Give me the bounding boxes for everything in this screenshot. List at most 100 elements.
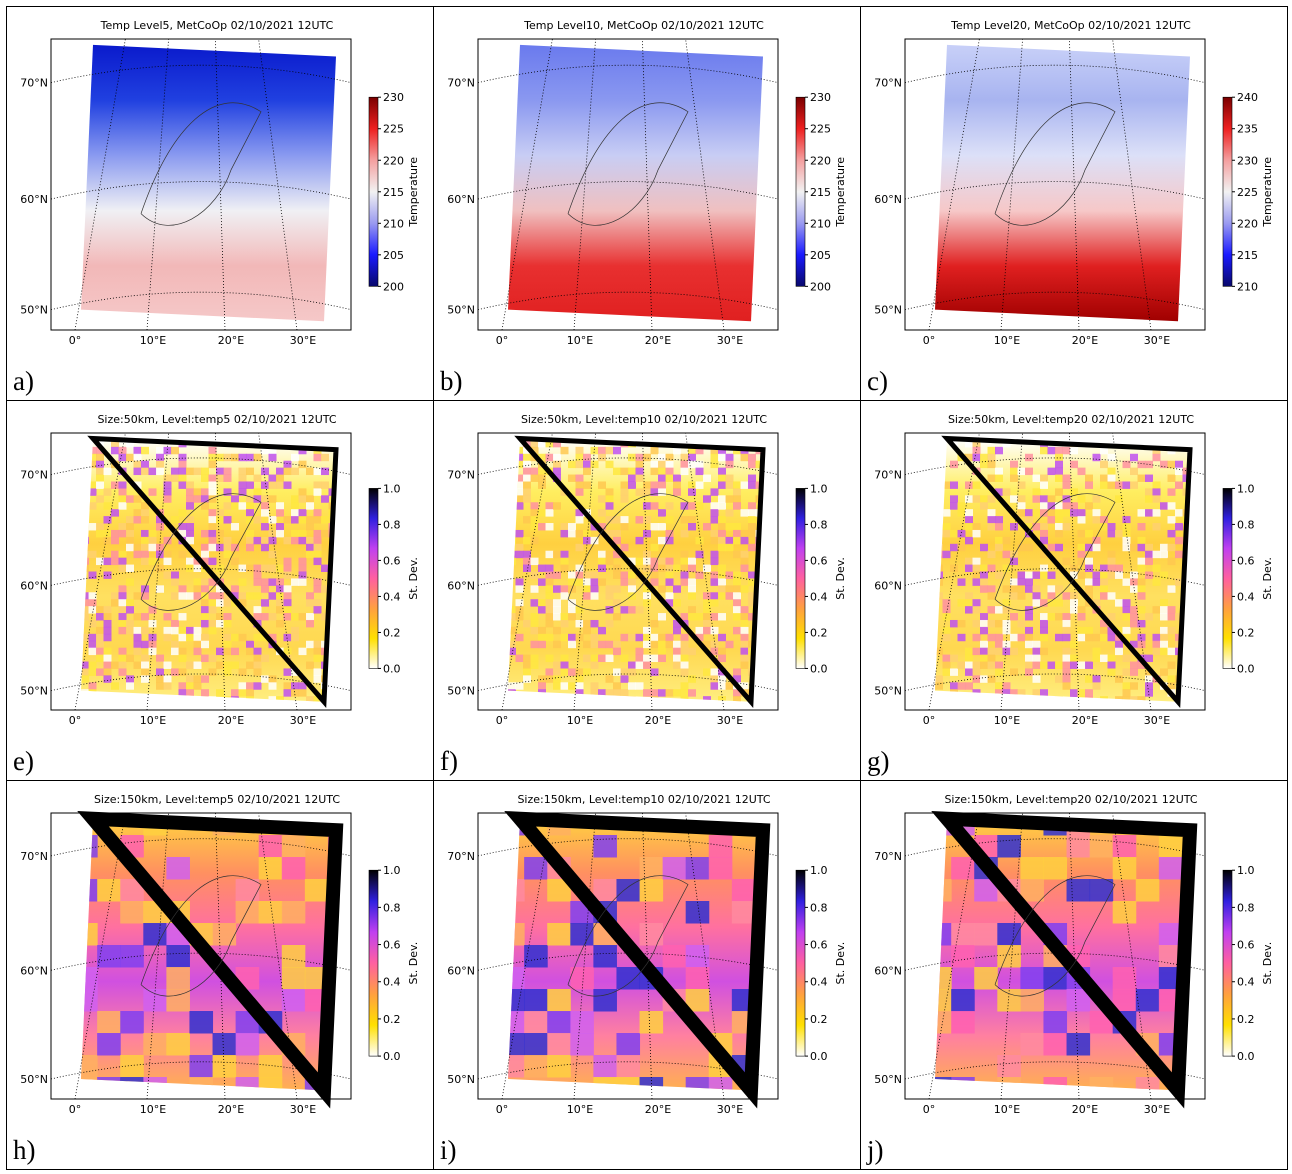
field-cell [1160, 502, 1168, 510]
field-cell [1047, 661, 1056, 669]
field-cell [605, 502, 614, 510]
field-cell [208, 606, 217, 614]
field-cell [141, 668, 149, 676]
graticule [477, 64, 779, 84]
field-cell [1070, 502, 1078, 510]
field-cell [313, 647, 322, 656]
lon-label: 20°E [1072, 334, 1098, 347]
field-cell [143, 989, 167, 1012]
lon-label: 20°E [645, 334, 671, 347]
field-cell [298, 571, 307, 579]
field-cell [88, 550, 97, 559]
field-cell [1122, 654, 1131, 663]
field-cell [515, 460, 524, 469]
field-cell [725, 682, 734, 690]
field-cell [133, 460, 142, 469]
field-cell [575, 453, 584, 462]
field-cell [96, 633, 104, 642]
panel-title: Temp Level20, MetCoOp 02/10/2021 12UTC [950, 19, 1191, 32]
field-cell [246, 543, 254, 552]
field-cell [605, 557, 614, 566]
field-cell [568, 578, 576, 586]
field-cell [143, 1033, 167, 1056]
field-cell [545, 509, 554, 517]
field-cell [208, 578, 217, 586]
field-cell [321, 453, 329, 462]
field-cell [733, 495, 741, 503]
field-cell [178, 585, 187, 593]
field-cell [635, 557, 644, 566]
lat-label: 70°N [874, 469, 902, 482]
field-cell [261, 495, 269, 503]
field-cell [88, 640, 97, 649]
field-cell [1055, 543, 1063, 552]
lon-label: 30°E [1144, 334, 1170, 347]
field-cell [613, 529, 621, 538]
field-cell [972, 453, 981, 462]
field-cell [253, 606, 262, 614]
field-cell [680, 668, 689, 676]
field-cell [156, 550, 164, 559]
field-cell [216, 613, 224, 621]
field-cell [96, 647, 104, 656]
field-cell [950, 481, 958, 489]
field-cell [635, 647, 644, 656]
field-cell [156, 682, 164, 690]
field-cell [201, 557, 209, 566]
field-cell [560, 557, 569, 566]
field-cell [718, 571, 726, 579]
field-cell [515, 446, 524, 455]
field-cell [725, 523, 734, 531]
field-cell [1152, 523, 1161, 531]
field-cell [708, 857, 733, 880]
field-cell [575, 668, 584, 676]
field-cell [223, 661, 232, 669]
field-cell [276, 585, 284, 593]
field-cell [748, 453, 756, 462]
field-cell [995, 633, 1003, 642]
field-cell [987, 633, 996, 642]
field-cell [680, 613, 689, 621]
field-cell [96, 467, 104, 476]
field-cell [238, 578, 247, 586]
field-cell [553, 571, 561, 579]
field-cell [673, 481, 681, 489]
field-cell [1070, 606, 1078, 614]
field-cell [951, 857, 975, 880]
field-cell [1062, 474, 1071, 482]
field-cell [718, 696, 726, 702]
field-cell [1055, 661, 1063, 669]
field-cell [515, 529, 524, 538]
field-cell [1070, 509, 1078, 517]
field-cell [523, 619, 531, 628]
field-cell [740, 661, 749, 669]
field-cell [1145, 488, 1153, 496]
field-cell [620, 606, 629, 614]
field-cell [590, 460, 599, 469]
field-cell [950, 619, 958, 628]
field-cell [665, 592, 674, 600]
lon-label: 30°E [717, 334, 743, 347]
colorbar-tick-label: 220 [810, 154, 831, 167]
field-cell [560, 592, 569, 600]
field-cell [298, 488, 307, 496]
field-cell [995, 474, 1003, 482]
field-cell [186, 682, 194, 690]
field-cell [733, 481, 741, 489]
field-cell [216, 619, 224, 628]
panel: Temp Level20, MetCoOp 02/10/2021 12UTC 70… [860, 6, 1288, 401]
field-cell [1122, 578, 1131, 586]
field-cell [987, 654, 996, 663]
field-cell [972, 571, 981, 579]
field-cell [718, 495, 726, 503]
field-cell [313, 529, 322, 538]
field-cell [291, 536, 299, 545]
field-cell [616, 1033, 641, 1056]
field-cell [605, 446, 614, 455]
colorbar-tick-label: 0.4 [383, 590, 401, 603]
field-cell [231, 523, 239, 531]
field-cell [710, 682, 719, 690]
field-cell [171, 668, 179, 676]
colorbar-tick-label: 0.8 [1237, 518, 1255, 531]
field-cell [96, 529, 104, 538]
